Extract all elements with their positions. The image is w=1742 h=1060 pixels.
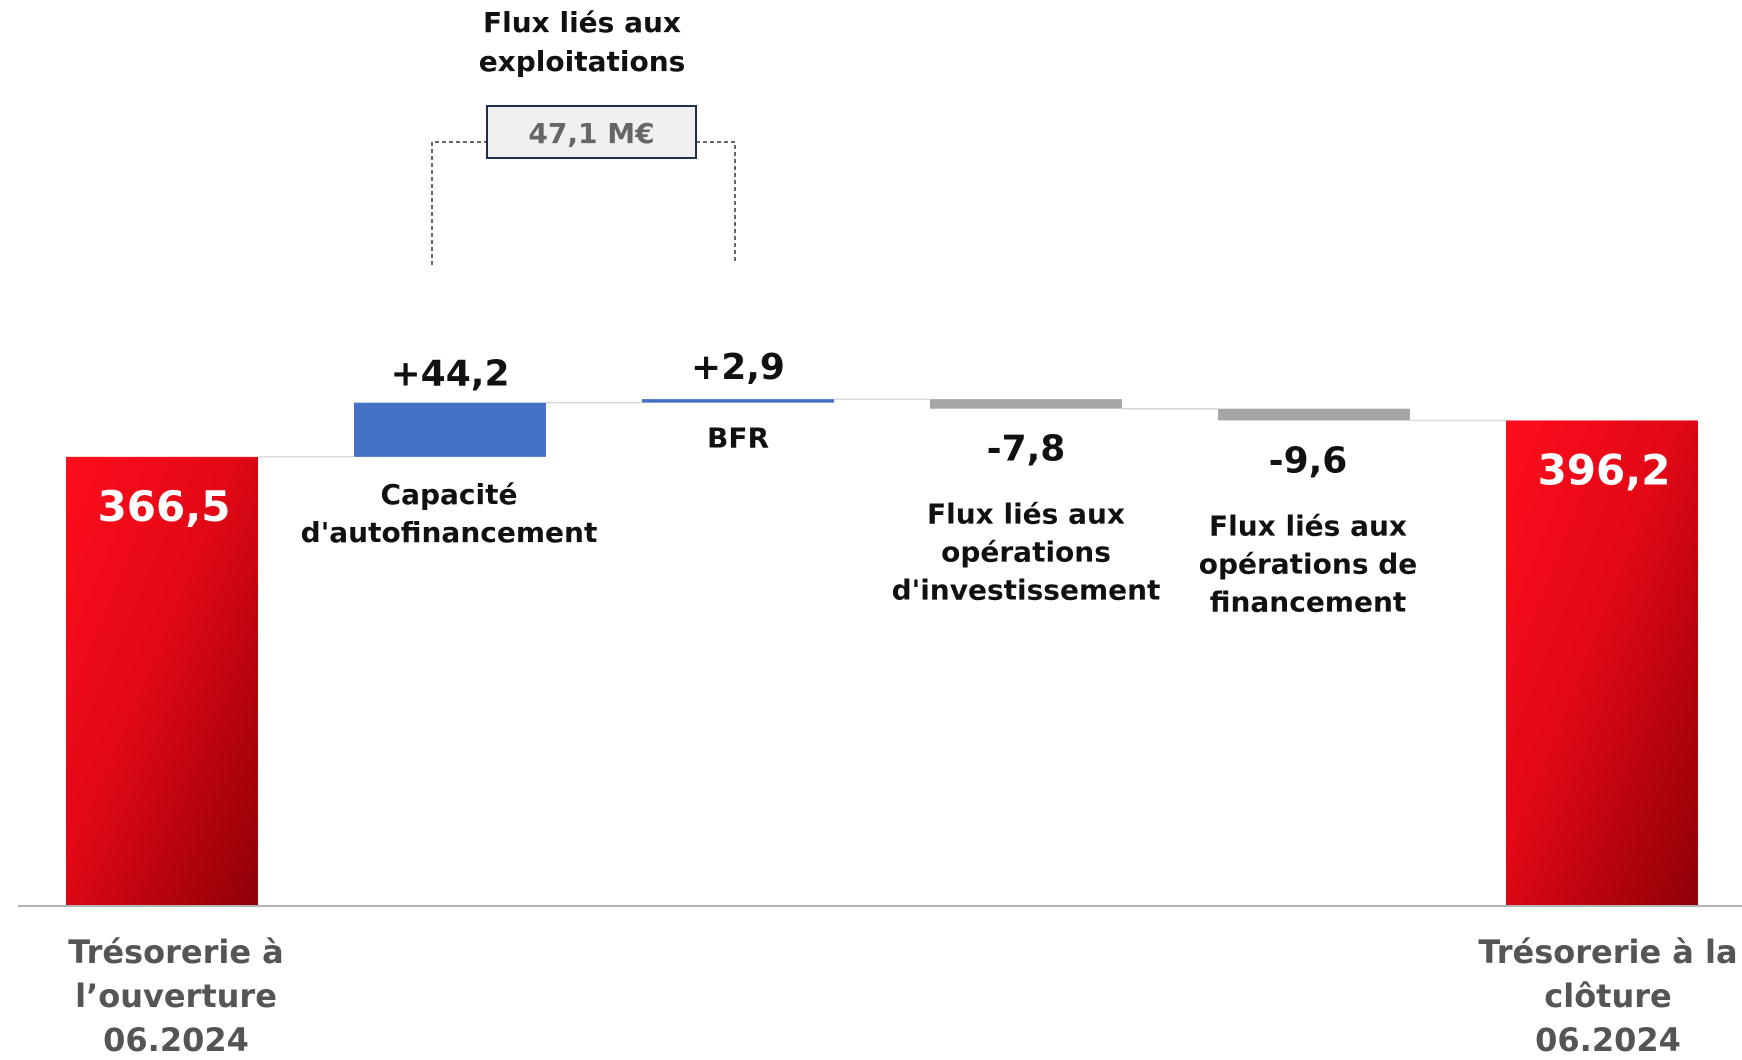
category-label-bfr: BFR	[707, 422, 769, 455]
data-label-caf: +44,2	[391, 354, 510, 395]
data-label-opening: 366,5	[98, 482, 231, 531]
bar-opening	[66, 456, 258, 906]
data-label-invest: -7,8	[987, 429, 1066, 470]
category-label-invest: Flux liés aux	[927, 498, 1125, 531]
bracket-title: Flux liés aux	[483, 6, 681, 39]
bar-closing	[1506, 420, 1698, 906]
operating-flows-bracket: 47,1 M€ Flux liés aux exploitations	[431, 6, 736, 265]
category-label-financ: financement	[1210, 585, 1407, 618]
category-label-opening: 06.2024	[103, 1021, 249, 1059]
labels: 366,5 Trésorerie à l’ouverture 06.2024 +44,2…	[68, 347, 1737, 1059]
bracket-line-left	[431, 141, 487, 265]
bar-bfr	[642, 399, 834, 403]
data-label-financ: -9,6	[1269, 440, 1348, 481]
category-label-financ: Flux liés aux	[1209, 509, 1407, 542]
category-label-opening: Trésorerie à	[68, 933, 284, 971]
bracket-total-box	[486, 105, 697, 159]
data-label-bfr: +2,9	[691, 347, 785, 388]
connector-lines	[258, 398, 1506, 458]
category-label-closing: clôture	[1544, 977, 1671, 1015]
category-label-caf: Capacité	[381, 478, 518, 511]
category-label-financ: opérations de	[1199, 547, 1418, 580]
category-label-closing: Trésorerie à la	[1478, 933, 1737, 971]
bar-caf	[354, 402, 546, 457]
bracket-total-value: 47,1 M€	[528, 117, 654, 150]
bracket-line-right	[696, 141, 736, 262]
category-label-opening: l’ouverture	[75, 977, 277, 1015]
category-label-closing: 06.2024	[1535, 1021, 1681, 1059]
category-label-invest: opérations	[941, 536, 1111, 569]
bracket-title: exploitations	[479, 45, 686, 78]
bar-financ	[1218, 408, 1410, 421]
data-label-closing: 396,2	[1538, 445, 1671, 494]
bars	[66, 399, 1698, 906]
bar-invest	[930, 399, 1122, 409]
category-label-caf: d'autofinancement	[301, 516, 598, 549]
category-label-invest: d'investissement	[892, 574, 1161, 607]
